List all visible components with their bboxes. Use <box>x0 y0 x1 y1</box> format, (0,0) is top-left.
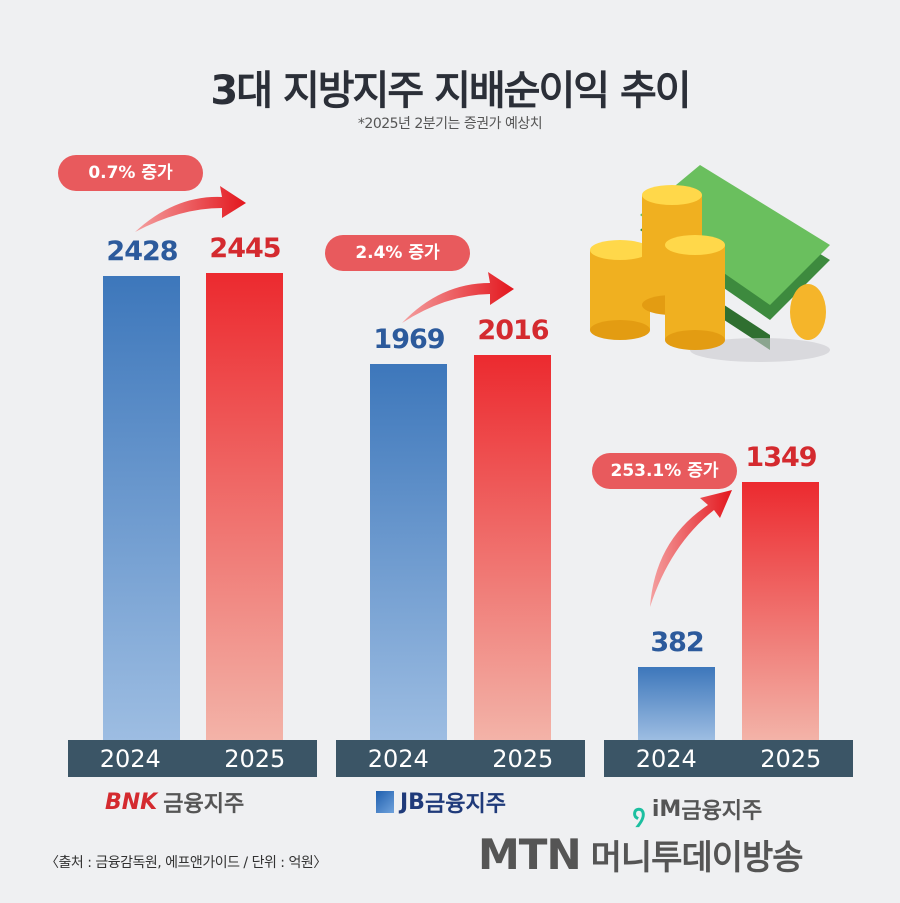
money-coins-illustration <box>590 165 830 362</box>
growth-label: 2.4% 증가 <box>325 235 470 271</box>
brand-logo: MTN 머니투데이방송 <box>478 830 804 879</box>
year-axis: 2024 2025 <box>604 740 853 777</box>
bar-2024 <box>103 276 180 740</box>
chart-title: 3대 지방지주 지배순이익 추이 <box>210 68 691 114</box>
tick-label: 2024 <box>99 744 161 773</box>
chart-subtitle: *2025년 2분기는 증권가 예상치 <box>357 116 543 132</box>
source-note: 〈출처 : 금융감독원, 에프앤가이드 / 단위 : 억원〉 <box>45 855 327 871</box>
bar-2025 <box>474 354 551 740</box>
data-label: 382 <box>650 627 704 659</box>
bar-2025 <box>206 273 283 740</box>
tick-label: 2025 <box>492 744 554 773</box>
growth-label: 253.1% 증가 <box>592 453 737 489</box>
tick-label: 2025 <box>760 744 822 773</box>
year-axis: 2024 2025 <box>336 740 585 777</box>
logo-bnk: BNK 금융지주 <box>105 789 245 818</box>
data-label: 1969 <box>373 323 445 355</box>
jb-logo-icon <box>376 791 394 813</box>
logo-im: ᠀ iM 금융지주 <box>632 786 762 832</box>
im-logo-icon: ᠀ <box>632 801 646 831</box>
data-label: 2445 <box>209 233 281 264</box>
year-axis: 2024 2025 <box>68 740 317 777</box>
logo-jb: JB 금융지주 <box>376 786 506 818</box>
data-label: 2428 <box>106 236 178 268</box>
tick-label: 2024 <box>367 744 429 773</box>
data-label: 1349 <box>745 442 817 474</box>
tick-label: 2025 <box>224 744 286 773</box>
arrow-icon <box>402 272 514 323</box>
data-label: 2016 <box>477 314 549 346</box>
bar-2024 <box>638 667 715 740</box>
bar-2025 <box>742 482 819 740</box>
tick-label: 2024 <box>635 744 697 773</box>
arrow-icon <box>650 490 732 607</box>
bar-2024 <box>370 363 447 740</box>
growth-label: 0.7% 증가 <box>58 155 203 191</box>
arrow-icon <box>135 186 246 232</box>
